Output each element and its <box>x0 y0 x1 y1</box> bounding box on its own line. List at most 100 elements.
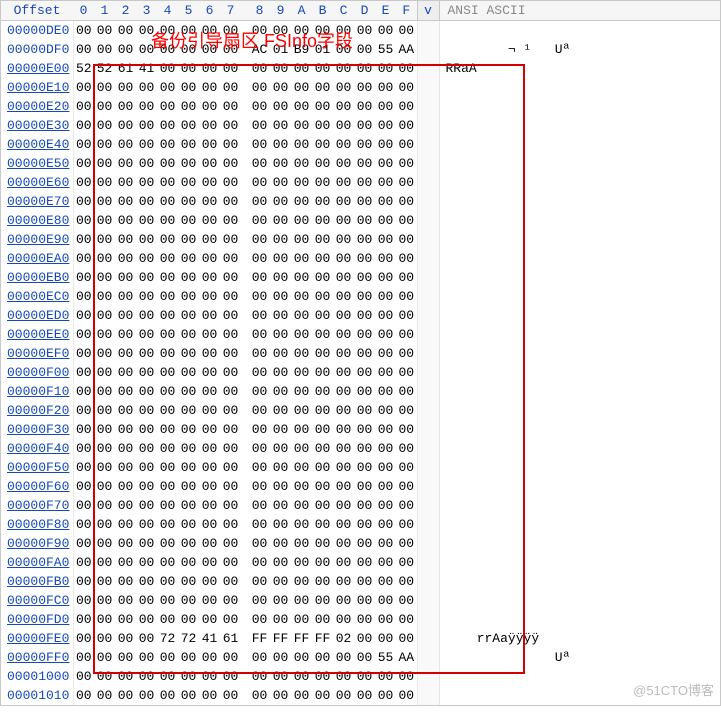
byte-cell[interactable]: 00 <box>396 420 417 439</box>
byte-cell[interactable]: 00 <box>94 78 115 97</box>
byte-cell[interactable]: 00 <box>270 515 291 534</box>
byte-cell[interactable]: 00 <box>94 667 115 686</box>
byte-cell[interactable]: 00 <box>136 534 157 553</box>
byte-cell[interactable]: 00 <box>270 211 291 230</box>
byte-cell[interactable]: FF <box>270 629 291 648</box>
byte-cell[interactable]: 00 <box>270 249 291 268</box>
byte-cell[interactable]: 00 <box>220 230 241 249</box>
byte-cell[interactable]: 00 <box>375 306 396 325</box>
byte-cell[interactable]: 00 <box>136 211 157 230</box>
byte-cell[interactable]: 00 <box>396 591 417 610</box>
byte-cell[interactable]: 00 <box>249 382 270 401</box>
byte-cell[interactable]: 00 <box>396 401 417 420</box>
byte-cell[interactable]: 00 <box>220 268 241 287</box>
byte-cell[interactable]: 00 <box>115 648 136 667</box>
byte-cell[interactable]: 00 <box>354 496 375 515</box>
byte-cell[interactable]: 00 <box>199 268 220 287</box>
byte-cell[interactable]: 00 <box>354 629 375 648</box>
byte-cell[interactable]: 00 <box>291 401 312 420</box>
byte-cell[interactable]: 00 <box>199 230 220 249</box>
byte-cell[interactable]: 00 <box>291 21 312 41</box>
byte-cell[interactable]: 00 <box>220 572 241 591</box>
byte-cell[interactable]: 00 <box>396 192 417 211</box>
byte-cell[interactable]: 00 <box>312 382 333 401</box>
byte-cell[interactable]: 00 <box>220 648 241 667</box>
byte-cell[interactable]: 00 <box>157 268 178 287</box>
byte-cell[interactable]: 00 <box>291 135 312 154</box>
byte-cell[interactable]: 00 <box>220 287 241 306</box>
byte-cell[interactable]: 00 <box>249 306 270 325</box>
byte-cell[interactable]: 00 <box>375 401 396 420</box>
byte-cell[interactable]: 00 <box>375 116 396 135</box>
byte-cell[interactable]: 00 <box>115 268 136 287</box>
byte-cell[interactable]: 00 <box>312 401 333 420</box>
byte-cell[interactable]: 00 <box>136 154 157 173</box>
byte-cell[interactable]: 00 <box>312 420 333 439</box>
byte-cell[interactable]: 00 <box>220 382 241 401</box>
byte-cell[interactable]: 00 <box>354 667 375 686</box>
byte-cell[interactable]: 00 <box>115 97 136 116</box>
byte-cell[interactable]: 00 <box>73 173 94 192</box>
byte-cell[interactable]: 00 <box>312 458 333 477</box>
byte-cell[interactable]: 00 <box>291 496 312 515</box>
byte-cell[interactable]: 00 <box>115 325 136 344</box>
byte-cell[interactable]: 00 <box>291 78 312 97</box>
byte-cell[interactable]: 00 <box>178 515 199 534</box>
byte-cell[interactable]: 00 <box>396 230 417 249</box>
byte-cell[interactable]: 00 <box>291 287 312 306</box>
byte-cell[interactable]: 00 <box>312 116 333 135</box>
byte-cell[interactable]: 00 <box>94 287 115 306</box>
byte-cell[interactable]: 00 <box>115 40 136 59</box>
byte-cell[interactable]: 00 <box>354 287 375 306</box>
offset-cell[interactable]: 00000ED0 <box>1 306 73 325</box>
offset-cell[interactable]: 00000F80 <box>1 515 73 534</box>
byte-cell[interactable]: 00 <box>270 97 291 116</box>
byte-cell[interactable]: 00 <box>115 173 136 192</box>
byte-cell[interactable]: 00 <box>136 287 157 306</box>
byte-cell[interactable]: 00 <box>270 21 291 41</box>
byte-cell[interactable]: 00 <box>270 59 291 78</box>
byte-cell[interactable]: 00 <box>291 458 312 477</box>
byte-cell[interactable]: 00 <box>291 249 312 268</box>
byte-cell[interactable]: 00 <box>178 192 199 211</box>
byte-cell[interactable]: 00 <box>291 154 312 173</box>
byte-cell[interactable]: 00 <box>333 458 354 477</box>
byte-cell[interactable]: 00 <box>333 230 354 249</box>
byte-cell[interactable]: 00 <box>178 496 199 515</box>
ascii-cell[interactable] <box>439 211 720 230</box>
byte-cell[interactable]: AA <box>396 648 417 667</box>
byte-cell[interactable]: 00 <box>333 78 354 97</box>
byte-cell[interactable]: 00 <box>178 401 199 420</box>
byte-cell[interactable]: 00 <box>157 534 178 553</box>
byte-cell[interactable]: 00 <box>291 344 312 363</box>
byte-cell[interactable]: 00 <box>115 363 136 382</box>
byte-cell[interactable]: 00 <box>375 192 396 211</box>
byte-cell[interactable]: 00 <box>333 363 354 382</box>
byte-cell[interactable]: 00 <box>270 154 291 173</box>
byte-cell[interactable]: 00 <box>312 515 333 534</box>
byte-cell[interactable]: 00 <box>199 667 220 686</box>
offset-cell[interactable]: 00000E60 <box>1 173 73 192</box>
byte-header-a[interactable]: A <box>291 1 312 21</box>
ascii-cell[interactable] <box>439 401 720 420</box>
ascii-cell[interactable] <box>439 135 720 154</box>
byte-cell[interactable]: 00 <box>375 325 396 344</box>
byte-cell[interactable]: 00 <box>396 97 417 116</box>
byte-cell[interactable]: 00 <box>178 667 199 686</box>
offset-cell[interactable]: 00000E90 <box>1 230 73 249</box>
byte-cell[interactable]: 00 <box>220 325 241 344</box>
byte-cell[interactable]: 00 <box>312 648 333 667</box>
byte-cell[interactable]: 00 <box>354 40 375 59</box>
hex-row[interactable]: 00000E0052526141000000000000000000000000… <box>1 59 720 78</box>
byte-cell[interactable]: 00 <box>73 515 94 534</box>
byte-cell[interactable]: 00 <box>249 192 270 211</box>
byte-cell[interactable]: 00 <box>354 268 375 287</box>
byte-cell[interactable]: 00 <box>199 610 220 629</box>
byte-cell[interactable]: 00 <box>354 382 375 401</box>
byte-cell[interactable]: 00 <box>94 458 115 477</box>
byte-cell[interactable]: 00 <box>73 382 94 401</box>
byte-cell[interactable]: 00 <box>249 154 270 173</box>
hex-row[interactable]: 00000F0000000000000000000000000000000000 <box>1 363 720 382</box>
byte-cell[interactable]: 00 <box>199 553 220 572</box>
byte-cell[interactable]: 00 <box>396 667 417 686</box>
